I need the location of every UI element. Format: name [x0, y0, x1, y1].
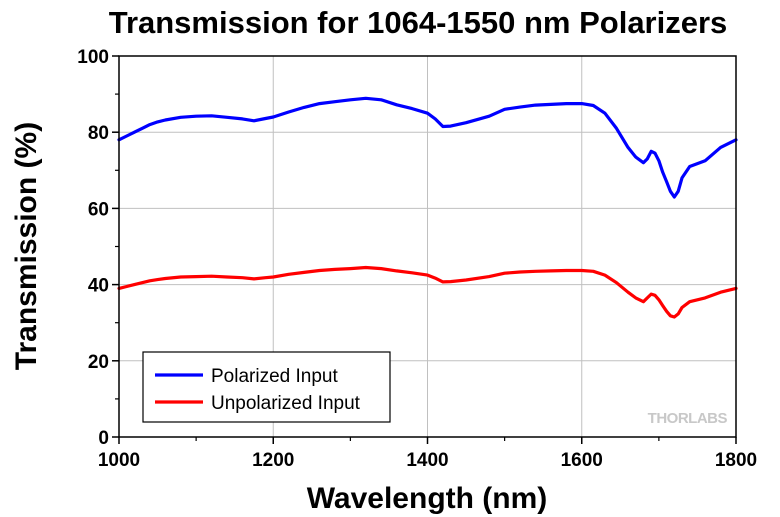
y-tick-label: 80 [88, 123, 109, 144]
series-line-polarized-input [117, 96, 738, 199]
chart-title: Transmission for 1064-1550 nm Polarizers [109, 5, 728, 40]
y-tick-label: 0 [98, 428, 109, 449]
series-layer [117, 96, 738, 319]
y-tick-label: 40 [88, 276, 109, 297]
legend-label: Unpolarized Input [211, 393, 361, 414]
thorlabs-logo: THORLABS [648, 410, 728, 427]
series-line-unpolarized-input [117, 265, 738, 319]
legend-label: Polarized Input [211, 366, 338, 387]
x-axis-title: Wavelength (nm) [307, 482, 548, 515]
axis-ticks: 1000 1200 1400 1600 1800 0 20 40 60 80 100 [77, 47, 757, 471]
x-tick-label: 1000 [98, 450, 140, 471]
y-tick-label: 20 [88, 352, 109, 373]
legend-box [142, 351, 391, 423]
x-tick-label: 1800 [715, 450, 757, 471]
y-tick-label: 100 [77, 47, 109, 68]
legend: Polarized Input Unpolarized Input [142, 351, 391, 423]
x-tick-label: 1200 [252, 450, 294, 471]
y-tick-label: 60 [88, 199, 109, 220]
x-tick-label: 1400 [406, 450, 448, 471]
x-tick-label: 1600 [561, 450, 603, 471]
y-axis-title: Transmission (%) [10, 122, 43, 370]
